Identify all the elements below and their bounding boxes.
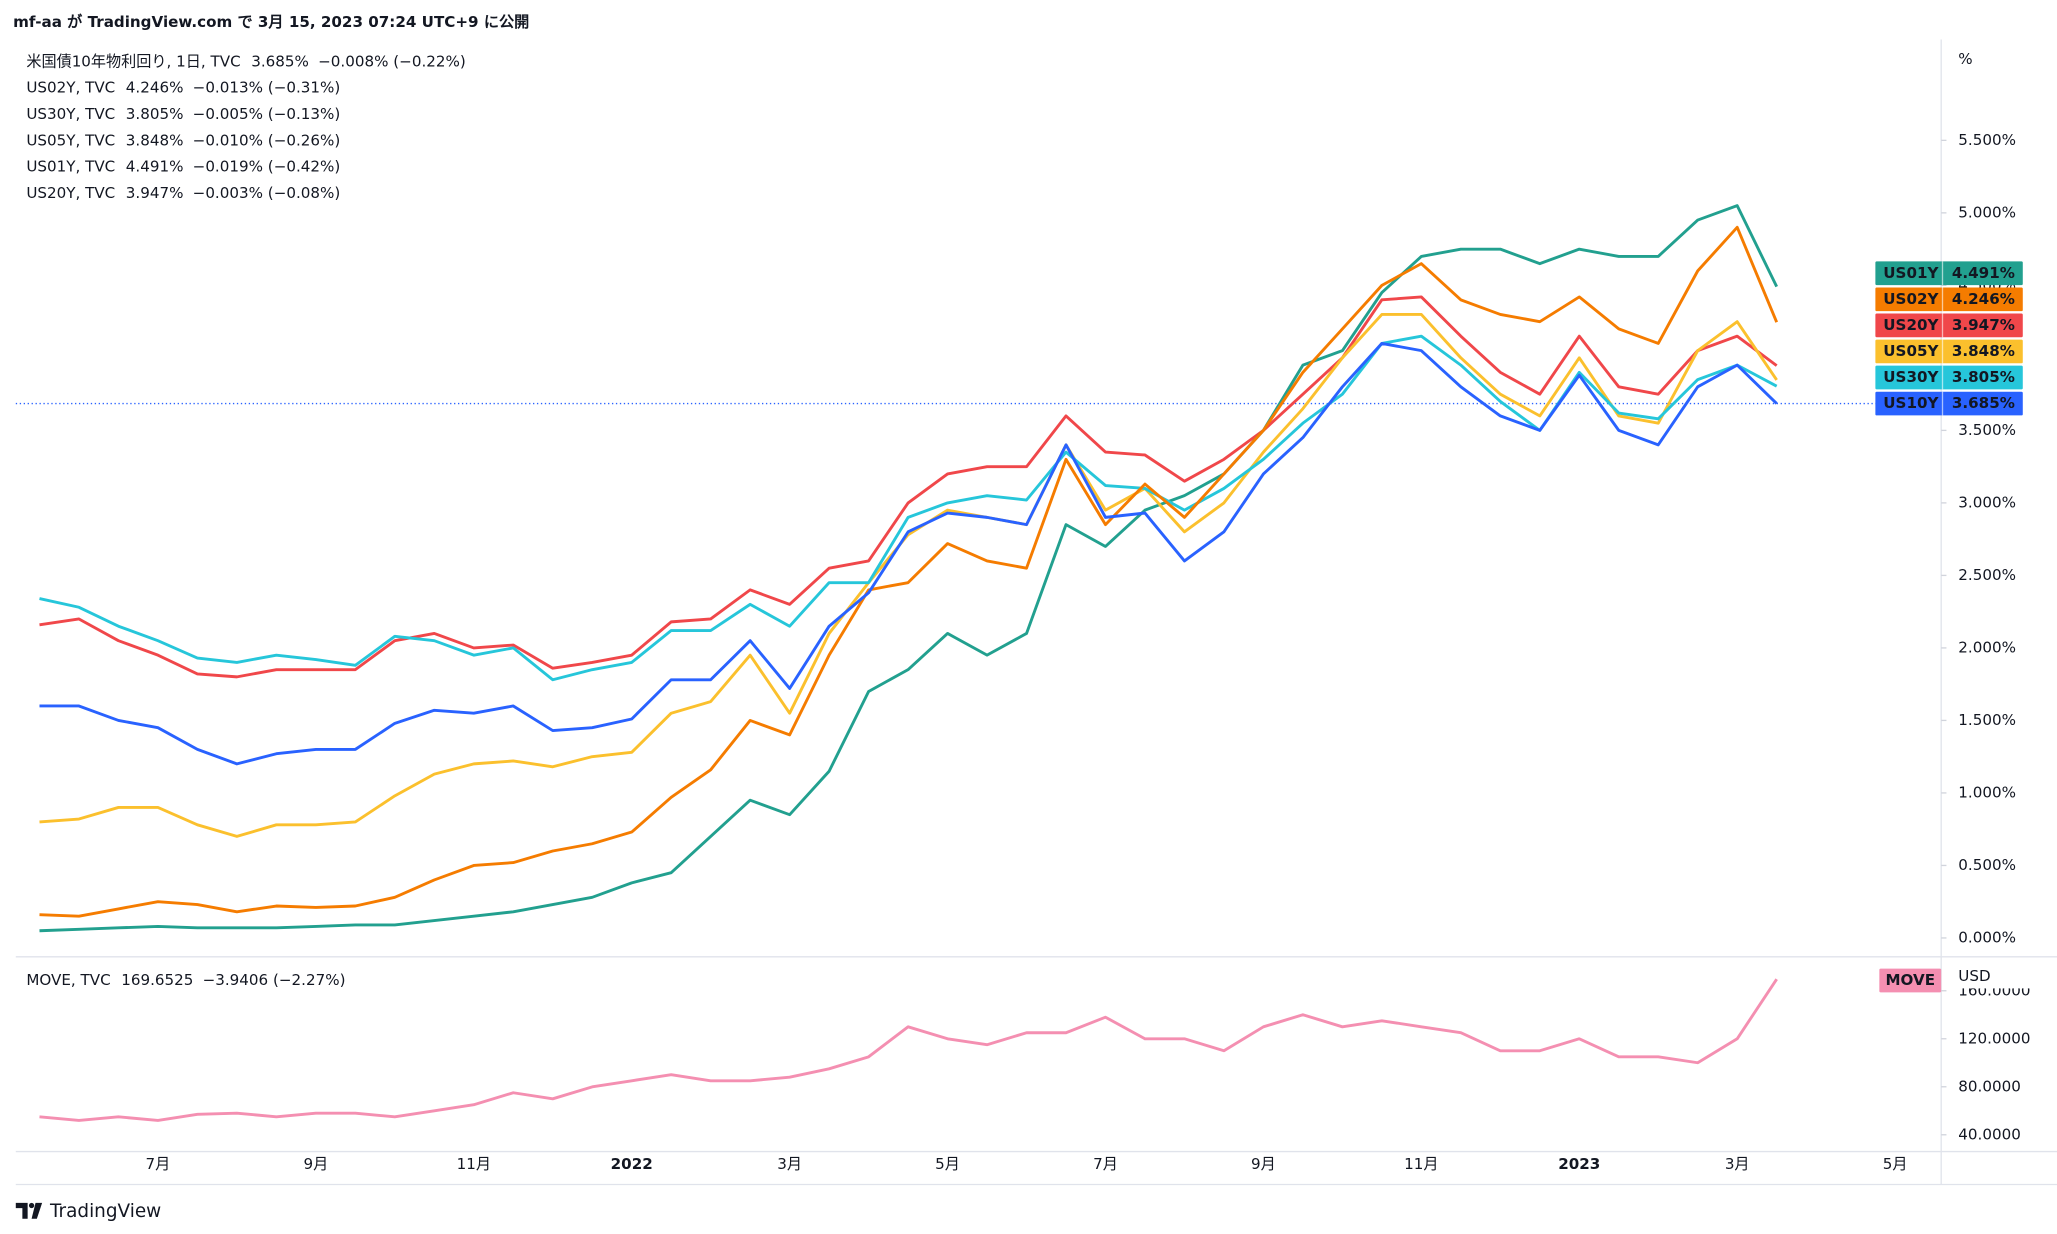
legend-label: US30Y, TVC bbox=[26, 105, 115, 123]
y-tick-label: 120.0000 bbox=[1958, 1029, 2030, 1047]
legend-last: 4.246% bbox=[126, 79, 184, 97]
legend-label: US02Y, TVC bbox=[26, 79, 115, 97]
y-tick-label: 0.000% bbox=[1958, 928, 2016, 946]
x-tick-label: 9月 bbox=[1251, 1155, 1276, 1173]
y-tick-label: 80.0000 bbox=[1958, 1077, 2021, 1095]
y-tick-label: 3.000% bbox=[1958, 493, 2016, 511]
legend-last: 169.6525 bbox=[121, 971, 193, 989]
price-tag-value: 3.947% bbox=[1952, 316, 2015, 334]
footer-logo bbox=[15, 1202, 43, 1219]
footer-brand: TradingView bbox=[49, 1201, 161, 1222]
series-line bbox=[39, 312, 1778, 838]
series-line bbox=[39, 978, 1778, 1122]
price-tag bbox=[1875, 339, 2023, 364]
x-tick-label: 5月 bbox=[1883, 1155, 1908, 1173]
price-tag-value: 3.805% bbox=[1952, 368, 2015, 386]
y-tick-label: 40.0000 bbox=[1958, 1125, 2021, 1143]
legend-change: −0.008% (−0.22%) bbox=[318, 52, 466, 70]
price-tag-name: US30Y bbox=[1883, 368, 1939, 386]
legend-last: 3.947% bbox=[126, 184, 184, 202]
x-tick-label: 11月 bbox=[1404, 1155, 1438, 1173]
price-tag bbox=[1875, 261, 2023, 286]
legend-change: −0.005% (−0.13%) bbox=[193, 105, 341, 123]
series-line bbox=[39, 341, 1778, 766]
legend-label: US01Y, TVC bbox=[26, 158, 115, 176]
legend-label: US20Y, TVC bbox=[26, 184, 115, 202]
legend-label: 米国債10年物利回り, 1日, TVC bbox=[26, 52, 240, 70]
legend-last: 3.848% bbox=[126, 131, 184, 149]
series-line bbox=[39, 225, 1779, 918]
x-tick-label: 7月 bbox=[1093, 1155, 1118, 1173]
x-tick-label: 11月 bbox=[457, 1155, 491, 1173]
x-tick-label: 2022 bbox=[611, 1155, 653, 1173]
price-tag-name: US01Y bbox=[1883, 264, 1939, 282]
price-tag bbox=[1875, 287, 2023, 312]
x-tick-label: 3月 bbox=[777, 1155, 802, 1173]
price-tag-value: 4.246% bbox=[1952, 290, 2015, 308]
y-tick-label: 5.500% bbox=[1958, 131, 2016, 149]
y-tick-label: 3.500% bbox=[1958, 421, 2016, 439]
x-tick-label: 5月 bbox=[935, 1155, 960, 1173]
series-line bbox=[39, 334, 1778, 682]
legend-last: 4.491% bbox=[126, 158, 184, 176]
y-tick-label: 2.000% bbox=[1958, 638, 2016, 656]
price-tag bbox=[1879, 968, 1942, 993]
y-tick-label: 2.500% bbox=[1958, 566, 2016, 584]
price-tag bbox=[1875, 365, 2023, 390]
price-tag-value: 3.685% bbox=[1952, 394, 2015, 412]
legend-change: −0.019% (−0.42%) bbox=[193, 158, 341, 176]
price-tag-name: US20Y bbox=[1883, 316, 1939, 334]
x-tick-label: 9月 bbox=[303, 1155, 328, 1173]
price-tag-value: 4.491% bbox=[1952, 264, 2015, 282]
legend-last: 3.685% bbox=[251, 52, 309, 70]
y-tick-label: 0.500% bbox=[1958, 856, 2016, 874]
price-tag-value: 3.848% bbox=[1952, 342, 2015, 360]
price-tag-name: US02Y bbox=[1883, 290, 1939, 308]
y-unit-label: USD bbox=[1958, 967, 1990, 985]
price-tag bbox=[1875, 313, 2023, 338]
y-tick-label: 1.000% bbox=[1958, 783, 2016, 801]
x-tick-label: 2023 bbox=[1558, 1155, 1600, 1173]
price-tag bbox=[1875, 391, 2023, 416]
series-line bbox=[39, 204, 1778, 933]
price-tag-name: US10Y bbox=[1883, 394, 1939, 412]
header-text: mf-aa が TradingView.com で 3月 15, 2023 07… bbox=[13, 13, 529, 31]
series-line bbox=[39, 295, 1778, 679]
legend-change: −0.010% (−0.26%) bbox=[193, 131, 341, 149]
legend-change: −0.003% (−0.08%) bbox=[193, 184, 341, 202]
price-tag-name: US05Y bbox=[1883, 342, 1939, 360]
price-tag bbox=[1942, 964, 2057, 989]
y-tick-label: 5.000% bbox=[1958, 203, 2016, 221]
legend-change: −0.013% (−0.31%) bbox=[193, 79, 341, 97]
y-tick-label: 1.500% bbox=[1958, 711, 2016, 729]
x-tick-label: 3月 bbox=[1725, 1155, 1750, 1173]
y-unit-label: % bbox=[1958, 50, 1972, 68]
price-tag-name: MOVE bbox=[1885, 971, 1935, 989]
legend-change: −3.9406 (−2.27%) bbox=[203, 971, 346, 989]
x-tick-label: 7月 bbox=[146, 1155, 171, 1173]
legend-label: MOVE, TVC bbox=[26, 971, 110, 989]
legend-last: 3.805% bbox=[126, 105, 184, 123]
legend-label: US05Y, TVC bbox=[26, 131, 115, 149]
